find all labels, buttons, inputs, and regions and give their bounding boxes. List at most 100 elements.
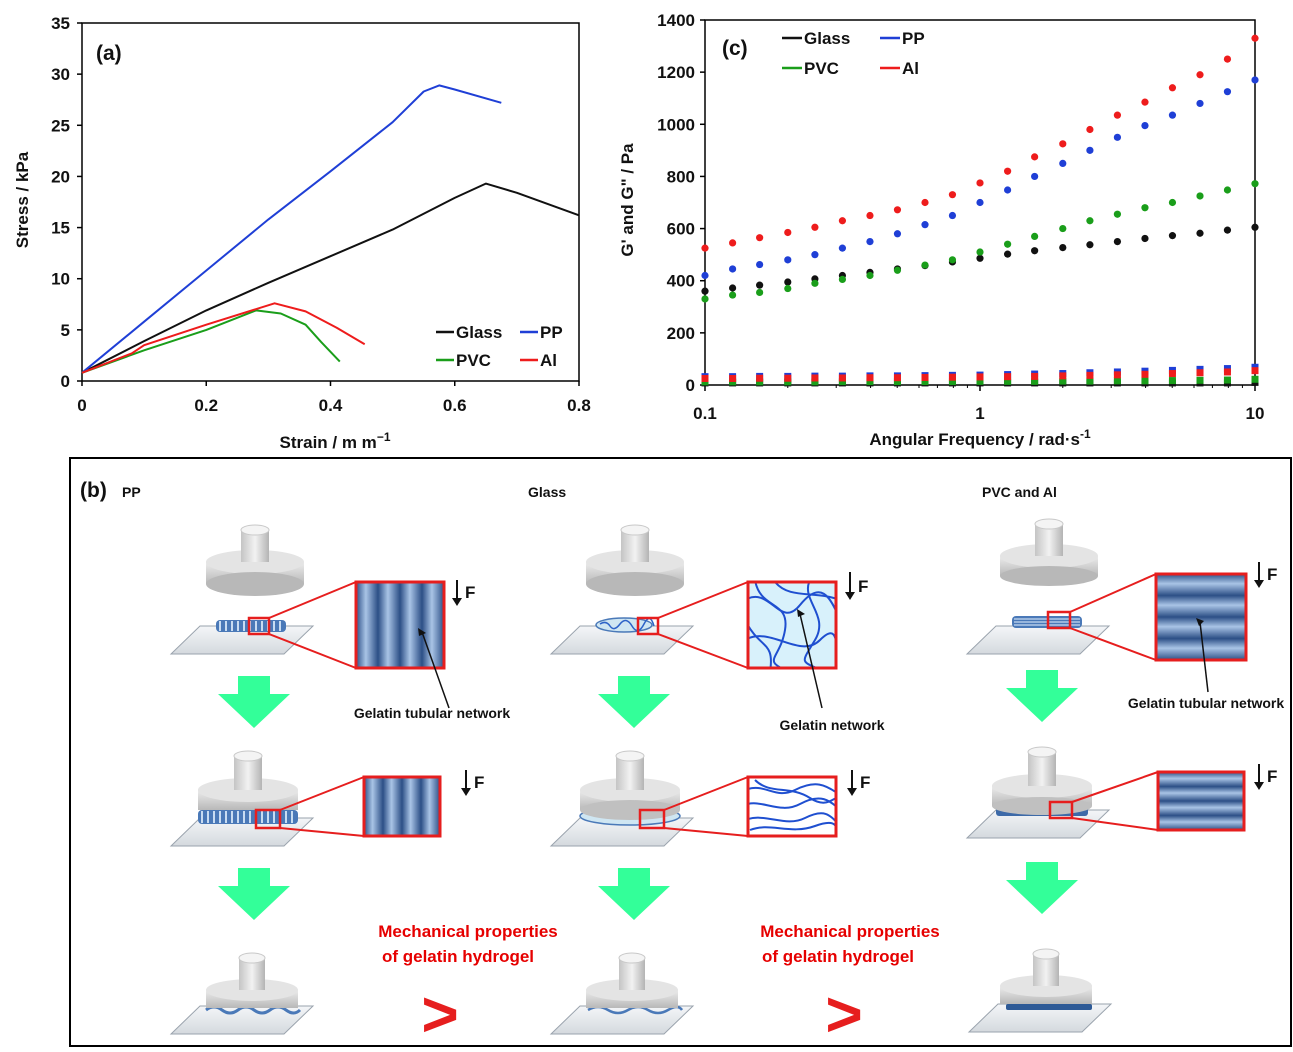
- data-point: [1004, 167, 1012, 175]
- x-tick-label: 0.2: [194, 396, 218, 415]
- x-tick-label: 0.1: [693, 404, 717, 423]
- data-point: [1113, 210, 1122, 218]
- process-arrow: [598, 676, 670, 728]
- series-line-pp: [81, 84, 502, 374]
- data-point: [811, 378, 819, 386]
- data-point: [784, 374, 792, 382]
- panel-c-label: (c): [722, 37, 748, 60]
- panel-c-plot: [701, 34, 1259, 387]
- panel-b-label: (b): [80, 479, 107, 502]
- data-point: [701, 244, 709, 252]
- y-tick-label: 0: [61, 372, 70, 391]
- panel-a-label: (a): [96, 42, 122, 65]
- data-point: [1004, 373, 1012, 381]
- series-line-al: [81, 302, 366, 374]
- pvc-al-step-1: F Gelatin tubular network: [965, 518, 1284, 711]
- data-point: [701, 295, 709, 303]
- data-point: [1059, 140, 1067, 148]
- plunger-stem: [1028, 752, 1056, 786]
- data-point: [1059, 244, 1067, 252]
- comparison-1: Mechanical properties of gelatin hydroge…: [378, 922, 558, 1050]
- data-point: [976, 254, 984, 262]
- data-point: [1196, 229, 1204, 237]
- column-title-pp: PP: [122, 484, 141, 500]
- comparison-line-1: Mechanical properties: [760, 922, 940, 941]
- tubular-network-inset: [362, 775, 442, 838]
- data-point: [729, 291, 737, 299]
- force-arrow: F: [461, 770, 484, 796]
- data-point: [976, 373, 984, 381]
- legend-label-al: Al: [902, 59, 919, 78]
- x-tick-label: 1: [975, 404, 984, 423]
- series-pvc-g-prime: [701, 180, 1259, 303]
- series-al-g-double-prime: [701, 367, 1259, 382]
- x-tick-label: 0.8: [567, 396, 591, 415]
- x-tick-label: 0: [77, 396, 86, 415]
- y-tick-label: 800: [667, 167, 695, 186]
- panel-c-xlabel: Angular Frequency / rad·s-1: [869, 427, 1091, 449]
- y-tick-label: 25: [51, 116, 70, 135]
- label-pointer: [799, 613, 823, 709]
- data-point: [1196, 192, 1204, 200]
- y-tick-label: 1000: [657, 115, 695, 134]
- data-point: [701, 287, 709, 295]
- hydrogel-sample: [205, 1005, 302, 1015]
- data-point: [784, 378, 792, 386]
- panel-c-legend: Glass PP PVC Al: [782, 29, 925, 78]
- data-point: [921, 221, 929, 229]
- pp-step-1: F Gelatin tubular network: [169, 524, 511, 721]
- panel-b: (b) PP Glass PVC and Al: [69, 457, 1292, 1050]
- y-tick-label: 10: [51, 270, 70, 289]
- series-pp-g-prime: [701, 76, 1259, 280]
- random-network-inset: [746, 580, 838, 670]
- legend-label-pvc: PVC: [456, 351, 491, 370]
- data-point: [1031, 232, 1039, 240]
- data-point: [811, 279, 819, 287]
- pp-step-3: [169, 952, 315, 1035]
- legend-label-glass: Glass: [804, 29, 850, 48]
- data-point: [866, 378, 874, 386]
- y-tick-label: 400: [667, 272, 695, 291]
- label-pointer: [1199, 621, 1209, 693]
- data-point: [729, 284, 737, 292]
- data-point: [1168, 370, 1176, 378]
- comparison-2: Mechanical properties of gelatin hydroge…: [760, 922, 940, 1050]
- data-point: [921, 378, 929, 386]
- data-point: [1251, 367, 1259, 375]
- data-point: [838, 217, 847, 225]
- svg-text:F: F: [860, 773, 870, 792]
- network-label: Gelatin tubular network: [354, 705, 511, 721]
- data-point: [893, 374, 901, 382]
- data-point: [866, 211, 874, 220]
- data-point: [756, 378, 764, 386]
- network-label: Gelatin network: [779, 717, 884, 733]
- data-point: [893, 378, 901, 386]
- svg-text:F: F: [465, 583, 475, 602]
- greater-than-symbol: >: [825, 978, 862, 1047]
- legend-label-al: Al: [540, 351, 557, 370]
- hydrogel-sample: [1006, 1004, 1092, 1010]
- data-point: [976, 179, 984, 187]
- data-point: [1059, 372, 1067, 380]
- data-point: [756, 234, 764, 242]
- data-point: [1251, 375, 1259, 383]
- random-network-inset: [746, 775, 838, 838]
- data-point: [838, 244, 847, 252]
- data-point: [1223, 88, 1232, 96]
- panel-a-xlabel: Strain / m m−1: [280, 430, 391, 452]
- data-point: [1223, 186, 1232, 194]
- pp-step-2: F: [169, 750, 484, 847]
- data-point: [921, 261, 929, 269]
- zoom-box: [247, 616, 271, 636]
- svg-text:F: F: [858, 577, 868, 596]
- data-point: [1004, 377, 1012, 385]
- data-point: [1031, 372, 1039, 380]
- data-point: [976, 198, 984, 207]
- data-point: [866, 374, 874, 382]
- comparison-line-2: of gelatin hydrogel: [382, 947, 534, 966]
- y-tick-label: 600: [667, 220, 695, 239]
- data-point: [948, 211, 957, 220]
- svg-text:F: F: [1267, 767, 1277, 786]
- x-tick-label: 0.4: [319, 396, 343, 415]
- process-arrow: [1006, 670, 1078, 722]
